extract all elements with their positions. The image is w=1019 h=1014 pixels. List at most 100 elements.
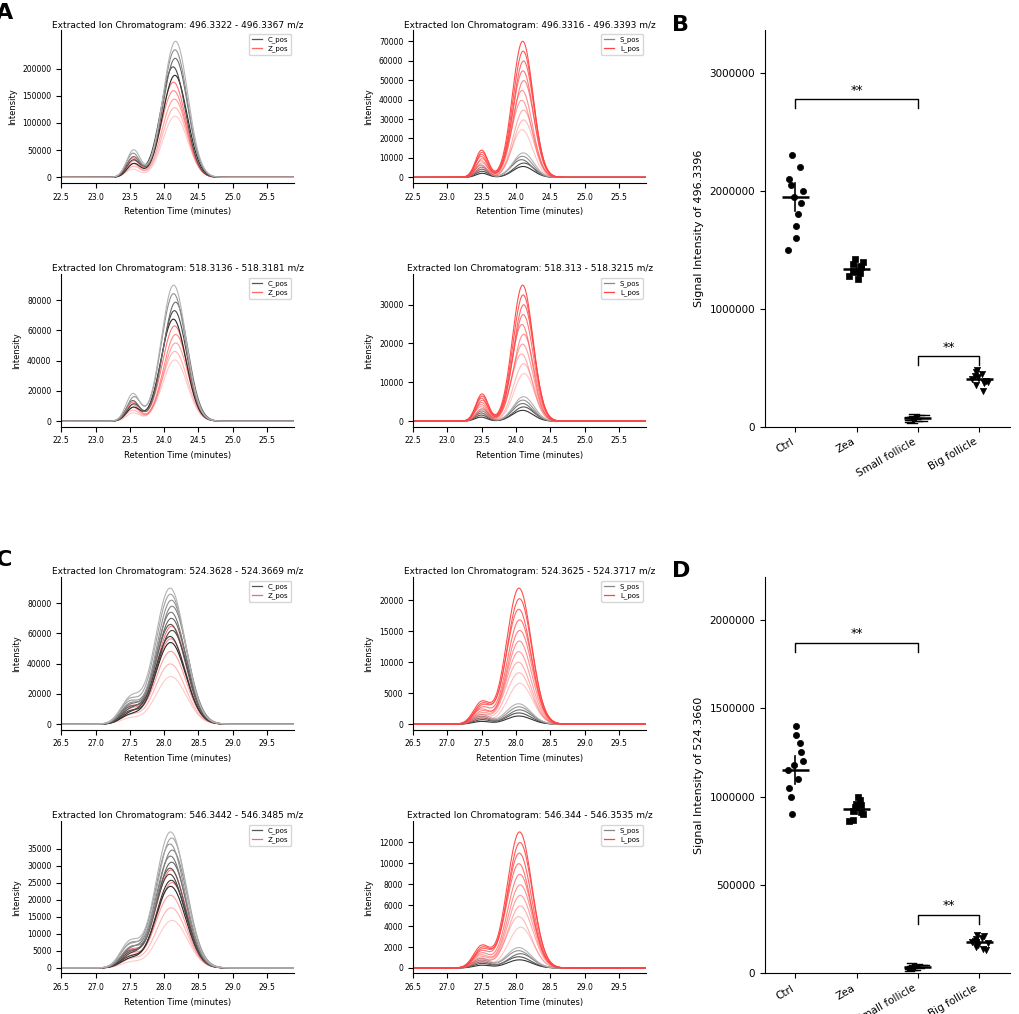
- Title: Extracted Ion Chromatogram: 546.344 - 546.3535 m/z: Extracted Ion Chromatogram: 546.344 - 54…: [407, 811, 652, 820]
- Point: [840, 268, 856, 284]
- Y-axis label: Intensity: Intensity: [8, 88, 16, 125]
- Y-axis label: Signal Intensity of 496.3396: Signal Intensity of 496.3396: [693, 150, 703, 307]
- Legend: S_pos, L_pos: S_pos, L_pos: [600, 581, 642, 602]
- Text: D: D: [672, 562, 690, 581]
- Point: [847, 251, 863, 268]
- Text: A: A: [0, 3, 13, 23]
- Point: [854, 254, 870, 270]
- Point: [847, 799, 863, 815]
- Y-axis label: Signal Intensity of 524.3660: Signal Intensity of 524.3660: [693, 697, 703, 854]
- Point: [788, 230, 804, 246]
- Point: [967, 377, 983, 393]
- Point: [852, 804, 868, 820]
- Point: [975, 928, 991, 944]
- Text: **: **: [850, 84, 862, 96]
- Title: Extracted Ion Chromatogram: 496.3322 - 496.3367 m/z: Extracted Ion Chromatogram: 496.3322 - 4…: [52, 20, 304, 29]
- Point: [963, 371, 979, 387]
- Point: [788, 718, 804, 734]
- Title: Extracted Ion Chromatogram: 518.3136 - 518.3181 m/z: Extracted Ion Chromatogram: 518.3136 - 5…: [52, 265, 304, 274]
- Point: [844, 256, 860, 272]
- Point: [854, 806, 870, 822]
- X-axis label: Retention Time (minutes): Retention Time (minutes): [476, 207, 583, 216]
- Point: [785, 756, 801, 773]
- Point: [966, 368, 982, 384]
- X-axis label: Retention Time (minutes): Retention Time (minutes): [476, 753, 583, 763]
- Point: [969, 369, 985, 385]
- Point: [794, 183, 810, 199]
- Point: [969, 937, 985, 953]
- Point: [789, 771, 805, 787]
- Point: [963, 934, 979, 950]
- X-axis label: Retention Time (minutes): Retention Time (minutes): [476, 451, 583, 460]
- Point: [852, 260, 868, 276]
- Text: **: **: [942, 341, 954, 354]
- Point: [792, 195, 808, 211]
- Y-axis label: Intensity: Intensity: [364, 332, 373, 369]
- Y-axis label: Intensity: Intensity: [12, 879, 21, 916]
- Point: [791, 735, 807, 751]
- Point: [847, 796, 863, 812]
- Point: [847, 264, 863, 280]
- Point: [850, 789, 866, 805]
- X-axis label: Retention Time (minutes): Retention Time (minutes): [124, 998, 231, 1007]
- Point: [968, 927, 984, 943]
- Point: [784, 806, 800, 822]
- Point: [779, 241, 795, 258]
- Point: [977, 372, 994, 388]
- Point: [852, 797, 868, 813]
- Point: [968, 362, 984, 378]
- Point: [975, 375, 991, 391]
- X-axis label: Retention Time (minutes): Retention Time (minutes): [124, 207, 231, 216]
- Point: [789, 206, 805, 222]
- Point: [785, 189, 801, 205]
- Y-axis label: Intensity: Intensity: [12, 332, 21, 369]
- Legend: C_pos, Z_pos: C_pos, Z_pos: [249, 824, 290, 846]
- Point: [844, 803, 860, 819]
- Point: [979, 935, 996, 951]
- Title: Extracted Ion Chromatogram: 546.3442 - 546.3485 m/z: Extracted Ion Chromatogram: 546.3442 - 5…: [52, 811, 304, 820]
- Point: [784, 147, 800, 163]
- Text: C: C: [0, 550, 12, 570]
- Title: Extracted Ion Chromatogram: 524.3628 - 524.3669 m/z: Extracted Ion Chromatogram: 524.3628 - 5…: [52, 568, 304, 576]
- Point: [979, 374, 996, 390]
- Point: [966, 933, 982, 949]
- Point: [779, 762, 795, 778]
- Point: [791, 159, 807, 175]
- Point: [840, 813, 856, 829]
- Point: [852, 259, 868, 275]
- Point: [852, 266, 868, 282]
- Point: [974, 941, 990, 957]
- Point: [844, 811, 860, 827]
- Point: [973, 930, 989, 946]
- Point: [844, 263, 860, 279]
- Legend: C_pos, Z_pos: C_pos, Z_pos: [249, 278, 290, 299]
- Title: Extracted Ion Chromatogram: 524.3625 - 524.3717 m/z: Extracted Ion Chromatogram: 524.3625 - 5…: [404, 568, 655, 576]
- Point: [792, 744, 808, 760]
- Legend: S_pos, L_pos: S_pos, L_pos: [600, 33, 642, 55]
- X-axis label: Retention Time (minutes): Retention Time (minutes): [124, 451, 231, 460]
- Y-axis label: Intensity: Intensity: [364, 88, 373, 125]
- Legend: C_pos, Z_pos: C_pos, Z_pos: [249, 33, 290, 55]
- Point: [967, 939, 983, 955]
- Point: [850, 271, 866, 287]
- Point: [782, 789, 798, 805]
- Legend: S_pos, L_pos: S_pos, L_pos: [600, 824, 642, 846]
- X-axis label: Retention Time (minutes): Retention Time (minutes): [124, 753, 231, 763]
- Title: Extracted Ion Chromatogram: 496.3316 - 496.3393 m/z: Extracted Ion Chromatogram: 496.3316 - 4…: [404, 20, 655, 29]
- Legend: S_pos, L_pos: S_pos, L_pos: [600, 278, 642, 299]
- Text: **: **: [850, 627, 862, 640]
- Point: [967, 364, 983, 380]
- Point: [788, 218, 804, 234]
- Point: [967, 931, 983, 947]
- Point: [977, 942, 994, 958]
- Y-axis label: Intensity: Intensity: [12, 635, 21, 672]
- Title: Extracted Ion Chromatogram: 518.313 - 518.3215 m/z: Extracted Ion Chromatogram: 518.313 - 51…: [407, 265, 652, 274]
- Point: [780, 780, 796, 796]
- Point: [780, 171, 796, 188]
- X-axis label: Retention Time (minutes): Retention Time (minutes): [476, 998, 583, 1007]
- Y-axis label: Intensity: Intensity: [364, 635, 373, 672]
- Point: [782, 176, 798, 193]
- Point: [973, 365, 989, 381]
- Text: B: B: [672, 14, 688, 34]
- Text: **: **: [942, 899, 954, 913]
